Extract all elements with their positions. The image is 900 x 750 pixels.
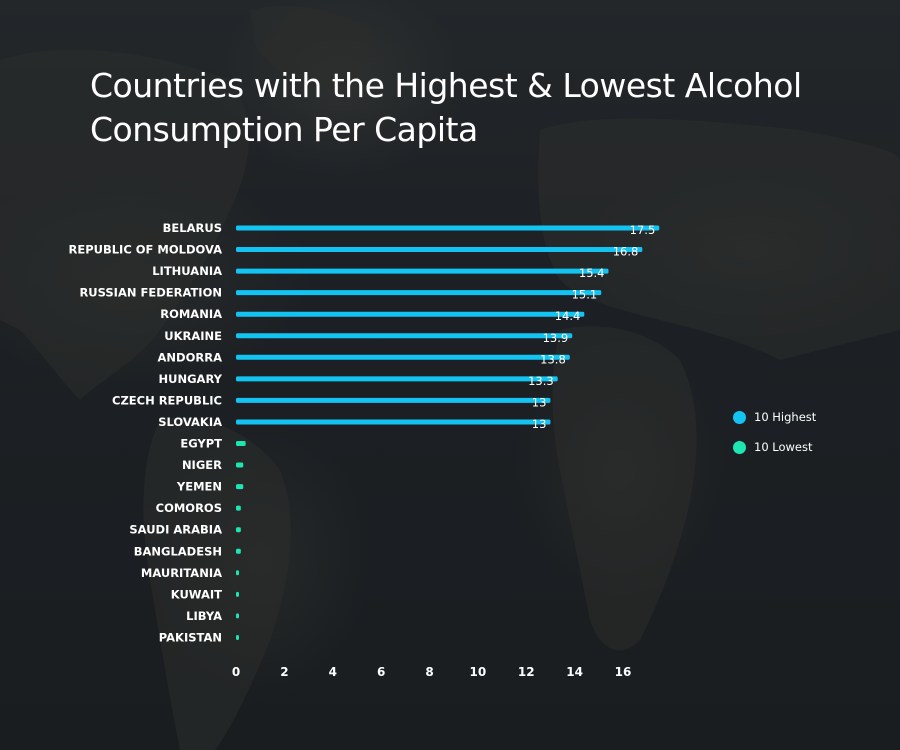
value-labels: 17.5 16.8 15.4 15.1 14.4 13.9 13.8 13.3 13 13 — [528, 223, 655, 431]
legend-swatch-lowest — [733, 440, 746, 454]
x-axis-ticks: 0 2 4 6 8 10 12 14 16 — [232, 665, 632, 679]
x-tick-label: 0 — [232, 665, 240, 679]
value-label-hungary: 13.3 — [528, 374, 554, 388]
bar-kuwait — [236, 591, 239, 597]
x-tick-label: 14 — [566, 665, 583, 679]
bar-bangladesh — [236, 548, 241, 554]
category-label-romania: ROMANIA — [160, 307, 222, 321]
category-label-kuwait: KUWAIT — [171, 587, 222, 601]
chart-title: Countries with the Highest & Lowest Alco… — [90, 66, 802, 149]
category-label-bangladesh: BANGLADESH — [134, 544, 222, 558]
bar-czech-republic — [236, 397, 551, 403]
bar-ukraine — [236, 333, 573, 339]
legend-swatch-highest — [733, 410, 746, 424]
bar-comoros — [236, 505, 241, 511]
value-label-romania: 14.4 — [555, 309, 581, 323]
category-label-ukraine: UKRAINE — [164, 329, 222, 343]
category-label-pakistan: PAKISTAN — [159, 630, 222, 644]
x-tick-label: 8 — [425, 665, 433, 679]
category-label-russian-federation: RUSSIAN FEDERATION — [79, 286, 222, 300]
legend-item-lowest: 10 Lowest — [733, 438, 816, 456]
value-label-lithuania: 15.4 — [579, 266, 605, 280]
category-label-libya: LIBYA — [186, 609, 222, 623]
category-label-niger: NIGER — [182, 458, 222, 472]
bar-lithuania — [236, 268, 609, 274]
category-label-yemen: YEMEN — [176, 480, 222, 494]
bar-mauritania — [236, 570, 239, 576]
value-label-andorra: 13.8 — [540, 352, 566, 366]
x-tick-label: 16 — [615, 665, 632, 679]
bars — [236, 225, 660, 640]
x-tick-label: 2 — [280, 665, 288, 679]
category-label-slovakia: SLOVAKIA — [158, 415, 222, 429]
x-tick-label: 6 — [377, 665, 385, 679]
category-label-egypt: EGYPT — [180, 437, 222, 451]
x-tick-label: 4 — [329, 665, 337, 679]
legend: 10 Highest 10 Lowest — [733, 408, 816, 468]
legend-label-highest: 10 Highest — [754, 410, 817, 424]
category-label-republic-of-moldova: REPUBLIC OF MOLDOVA — [68, 243, 222, 257]
value-label-slovakia: 13 — [532, 417, 547, 431]
category-label-czech-republic: CZECH REPUBLIC — [112, 393, 222, 407]
value-label-russian-federation: 15.1 — [572, 288, 598, 302]
bar-romania — [236, 311, 585, 317]
category-label-lithuania: LITHUANIA — [152, 264, 222, 278]
category-label-mauritania: MAURITANIA — [141, 566, 222, 580]
bar-andorra — [236, 354, 570, 360]
bar-pakistan — [236, 634, 239, 640]
x-tick-label: 10 — [470, 665, 487, 679]
value-label-ukraine: 13.9 — [543, 331, 569, 345]
category-label-comoros: COMOROS — [156, 501, 222, 515]
category-label-saudi-arabia: SAUDI ARABIA — [129, 523, 222, 537]
legend-label-lowest: 10 Lowest — [754, 440, 813, 454]
value-label-belarus: 17.5 — [630, 223, 656, 237]
bar-republic-of-moldova — [236, 247, 643, 253]
category-label-belarus: BELARUS — [163, 221, 222, 235]
bar-yemen — [236, 484, 244, 490]
bar-egypt — [236, 441, 246, 446]
x-tick-label: 12 — [518, 665, 535, 679]
bar-saudi-arabia — [236, 527, 241, 533]
bar-hungary — [236, 376, 558, 382]
bar-russian-federation — [236, 290, 602, 296]
bar-libya — [236, 613, 239, 619]
category-label-hungary: HUNGARY — [159, 372, 223, 386]
value-label-czech-republic: 13 — [532, 395, 547, 409]
value-label-republic-of-moldova: 16.8 — [613, 245, 639, 259]
legend-item-highest: 10 Highest — [733, 408, 816, 426]
bar-slovakia — [236, 419, 551, 425]
bar-belarus — [236, 225, 660, 231]
bar-niger — [236, 462, 244, 468]
category-label-andorra: ANDORRA — [158, 350, 223, 364]
category-labels: BELARUS REPUBLIC OF MOLDOVA LITHUANIA RUSSI… — [68, 221, 222, 644]
